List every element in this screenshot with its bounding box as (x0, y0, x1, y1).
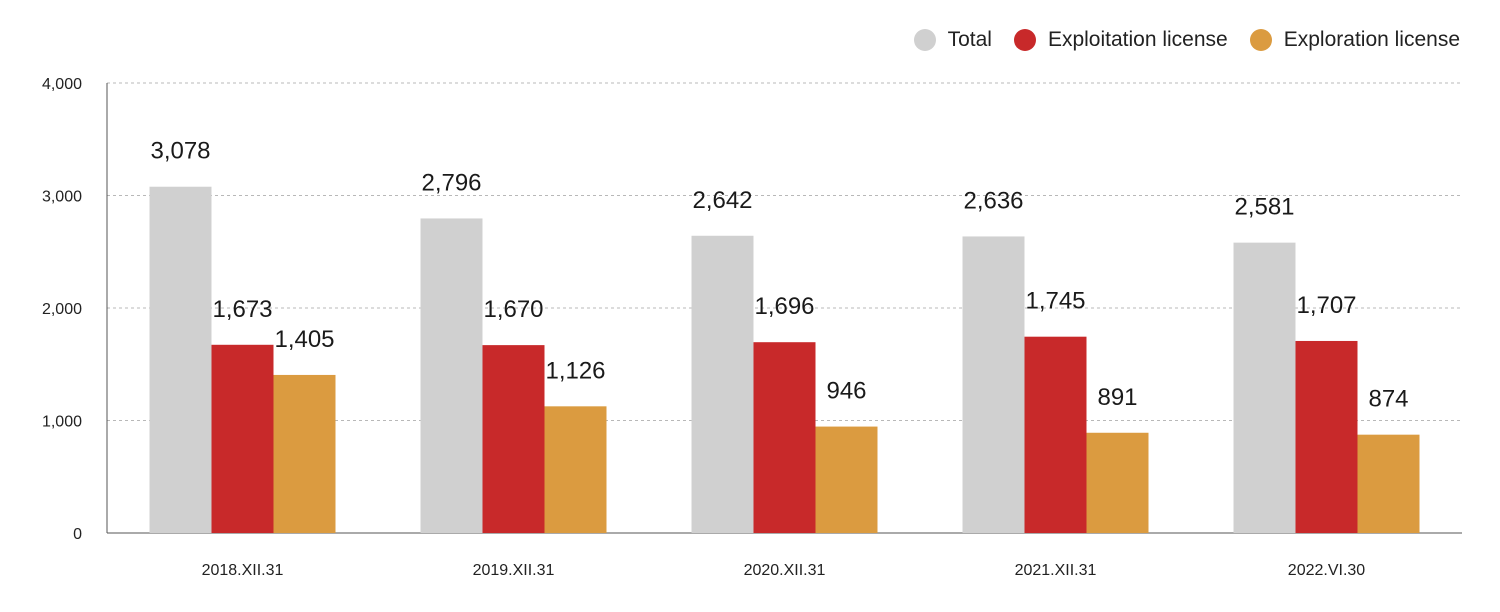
data-label-exploration-license-3: 891 (1097, 384, 1137, 411)
legend-swatch-exploitation (1013, 29, 1036, 51)
data-label-total-2: 2,642 (692, 187, 752, 214)
data-label-exploitation-license-1: 1,670 (483, 296, 543, 323)
bar-exploration-license-2 (815, 426, 878, 533)
data-label-exploitation-license-3: 1,745 (1025, 288, 1085, 315)
data-label-exploitation-license-4: 1,707 (1296, 292, 1356, 319)
data-label-exploration-license-0: 1,405 (274, 326, 334, 353)
y-tick-label-3: 3,000 (42, 189, 82, 206)
bar-exploitation-license-3 (1024, 336, 1087, 533)
bar-exploitation-license-2 (753, 342, 816, 533)
legend-swatch-total (913, 29, 936, 51)
legend-item-exploration: Exploration license (1249, 28, 1460, 52)
data-label-exploration-license-1: 1,126 (545, 357, 605, 384)
bar-exploitation-license-4 (1295, 340, 1358, 533)
legend-label-exploitation: Exploitation license (1047, 28, 1228, 51)
data-label-total-0: 3,078 (150, 138, 210, 165)
legend-swatch-exploration (1249, 29, 1272, 51)
data-label-total-4: 2,581 (1234, 194, 1294, 221)
legend-item-total: Total (913, 28, 992, 52)
bar-exploitation-license-0 (211, 344, 274, 533)
data-label-total-3: 2,636 (963, 187, 1023, 214)
data-label-total-1: 2,796 (421, 169, 481, 196)
legend-item-exploitation: Exploitation license (1013, 28, 1228, 52)
x-tick-label-0: 2018.XII.31 (202, 562, 284, 579)
y-tick-label-2: 2,000 (42, 301, 82, 318)
bar-total-0 (149, 186, 212, 533)
bar-exploitation-license-1 (482, 345, 545, 533)
legend: Total Exploitation license Exploration l… (913, 28, 1460, 52)
legend-label-exploration: Exploration license (1283, 28, 1460, 51)
x-tick-label-2: 2020.XII.31 (744, 562, 826, 579)
bar-total-1 (420, 218, 483, 533)
bar-exploration-license-4 (1357, 434, 1420, 533)
x-tick-label-1: 2019.XII.31 (473, 562, 555, 579)
x-tick-label-4: 2022.VI.30 (1288, 562, 1366, 579)
bar-total-2 (691, 235, 754, 533)
y-tick-label-4: 4,000 (42, 76, 82, 93)
data-label-exploration-license-2: 946 (826, 378, 866, 405)
x-tick-label-3: 2021.XII.31 (1015, 562, 1097, 579)
data-label-exploration-license-4: 874 (1368, 386, 1408, 413)
bar-total-3 (962, 236, 1025, 533)
bar-exploration-license-1 (544, 406, 607, 533)
bar-exploration-license-3 (1086, 432, 1149, 533)
data-label-exploitation-license-2: 1,696 (754, 293, 814, 320)
y-tick-label-0: 0 (73, 526, 82, 543)
legend-label-total: Total (947, 28, 992, 51)
data-label-exploitation-license-0: 1,673 (212, 296, 272, 323)
bar-exploration-license-0 (273, 374, 336, 533)
y-tick-label-1: 1,000 (42, 414, 82, 431)
bar-total-4 (1233, 242, 1296, 533)
